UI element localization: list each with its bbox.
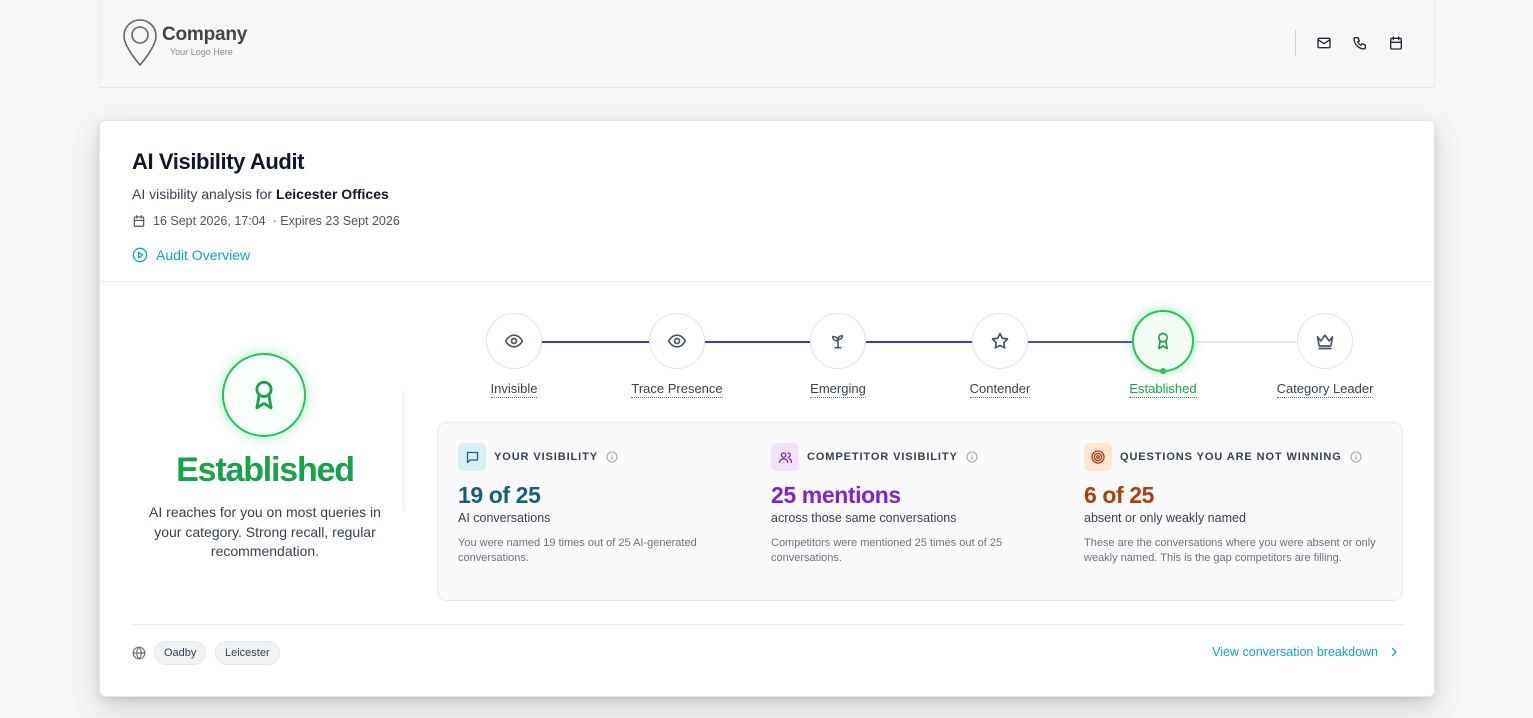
- award-icon: [255, 380, 273, 410]
- header-divider: [1295, 30, 1296, 56]
- metric-title: QUESTIONS YOU ARE NOT WINNING: [1120, 451, 1342, 463]
- logo-name: Company: [162, 24, 248, 45]
- stage-label-text: Trace Presence: [631, 381, 723, 398]
- location-chip[interactable]: Oadby: [154, 641, 207, 665]
- metric-questions-not-winning: QUESTIONS YOU ARE NOT WINNING 6 of 25 ab…: [1084, 443, 1376, 566]
- location-chip[interactable]: Leicester: [215, 641, 280, 665]
- eye-icon: [504, 334, 524, 348]
- footer-divider: [132, 624, 1404, 625]
- audit-subtitle: AI visibility analysis for Leicester Off…: [132, 186, 389, 202]
- message-icon: [458, 443, 486, 471]
- view-breakdown-label: View conversation breakdown: [1212, 645, 1378, 659]
- stage-label-text: Category Leader: [1276, 381, 1374, 398]
- stage-connector: [704, 341, 810, 343]
- info-icon[interactable]: [1350, 451, 1362, 463]
- metric-note: Competitors were mentioned 25 times out …: [771, 537, 1003, 564]
- subtitle-prefix: AI visibility analysis for: [132, 186, 276, 202]
- globe-icon: [132, 646, 146, 660]
- stage-connector: [1028, 341, 1132, 343]
- metric-title: COMPETITOR VISIBILITY: [807, 451, 958, 463]
- metric-value: 25 mentions: [771, 482, 901, 508]
- metrics-panel: YOUR VISIBILITY 19 of 25 AI conversation…: [437, 422, 1403, 601]
- stage-contender[interactable]: [972, 313, 1028, 369]
- audit-overview-label: Audit Overview: [156, 247, 251, 263]
- award-icon: [1158, 332, 1168, 350]
- eye-icon: [667, 334, 687, 348]
- stage-label[interactable]: Trace Presence: [607, 381, 747, 398]
- crown-icon: [1316, 334, 1334, 350]
- business-name: Leicester Offices: [275, 186, 389, 202]
- stage-connector: [1195, 341, 1297, 343]
- stage-label[interactable]: Emerging: [768, 381, 908, 398]
- calendar-icon[interactable]: [1386, 33, 1406, 53]
- users-icon: [771, 443, 799, 471]
- audit-dateline: 16 Sept 2026, 17:04 · Expires 23 Sept 20…: [132, 214, 400, 228]
- metric-competitor-visibility: COMPETITOR VISIBILITY 25 mentions across…: [771, 443, 1061, 566]
- stage-label[interactable]: Contender: [930, 381, 1070, 398]
- section-divider: [100, 281, 1434, 282]
- stage-trace-presence[interactable]: [649, 313, 705, 369]
- view-breakdown-link[interactable]: View conversation breakdown: [1212, 645, 1400, 659]
- company-logo[interactable]: Company Your Logo Here: [122, 18, 247, 68]
- metric-caption: across those same conversations: [771, 511, 957, 525]
- current-stage-dot: [1160, 368, 1166, 374]
- info-icon[interactable]: [606, 451, 618, 463]
- metric-value: 6 of 25: [1084, 482, 1155, 508]
- sprout-icon: [832, 335, 844, 349]
- stage-label-text: Contender: [969, 381, 1031, 398]
- phone-icon[interactable]: [1350, 33, 1370, 53]
- status-label: Established: [176, 451, 355, 489]
- audit-overview-link[interactable]: Audit Overview: [132, 247, 250, 263]
- metric-your-visibility: YOUR VISIBILITY 19 of 25 AI conversation…: [458, 443, 748, 566]
- metric-title: YOUR VISIBILITY: [494, 451, 598, 463]
- page-title: AI Visibility Audit: [132, 149, 305, 174]
- play-circle-icon: [132, 247, 148, 263]
- stage-label[interactable]: Invisible: [444, 381, 584, 398]
- stage-category-leader[interactable]: [1297, 313, 1353, 369]
- audit-expires: · Expires 23 Sept 2026: [272, 214, 400, 228]
- audit-card: AI Visibility Audit AI visibility analys…: [99, 120, 1435, 697]
- info-icon[interactable]: [966, 451, 978, 463]
- target-icon: [1084, 443, 1112, 471]
- calendar-icon: [133, 215, 145, 227]
- stage-label-text: Invisible: [490, 381, 538, 398]
- metric-value: 19 of 25: [458, 482, 541, 508]
- stage-label-text: Emerging: [810, 381, 866, 398]
- status-description: AI reaches for you on most queries in yo…: [149, 504, 381, 559]
- star-icon: [991, 332, 1009, 349]
- stage-label[interactable]: Category Leader: [1255, 381, 1395, 398]
- metric-caption: absent or only weakly named: [1084, 511, 1246, 525]
- logo-tagline: Your Logo Here: [170, 47, 233, 57]
- metric-note: You were named 19 times out of 25 AI-gen…: [458, 537, 697, 564]
- audit-date: 16 Sept 2026, 17:04: [153, 214, 266, 228]
- stage-label-text: Established: [1129, 381, 1197, 398]
- top-header: Company Your Logo Here: [99, 0, 1435, 88]
- stage-connector: [866, 341, 972, 343]
- map-pin-icon: [123, 19, 157, 67]
- metric-note: These are the conversations where you we…: [1084, 537, 1376, 564]
- stage-connector: [541, 341, 649, 343]
- stage-label[interactable]: Established: [1093, 381, 1233, 398]
- metric-caption: AI conversations: [458, 511, 551, 525]
- stage-established[interactable]: [1132, 310, 1194, 374]
- stage-emerging[interactable]: [810, 313, 866, 369]
- vertical-divider: [403, 391, 404, 511]
- chevron-right-icon: [1391, 647, 1397, 657]
- stage-invisible[interactable]: [486, 313, 542, 369]
- mail-icon[interactable]: [1314, 33, 1334, 53]
- status-badge-circle: [222, 353, 306, 437]
